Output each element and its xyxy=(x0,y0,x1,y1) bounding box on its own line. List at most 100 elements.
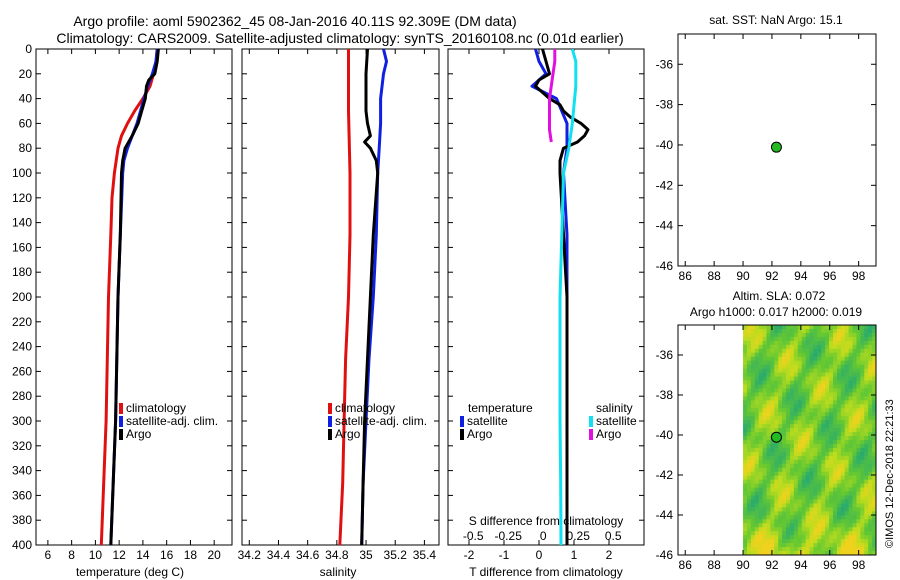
legend-temperature-title: temperature xyxy=(468,401,533,415)
heatmap-cell xyxy=(750,400,756,405)
heatmap-cell xyxy=(750,360,756,366)
heatmap-cell xyxy=(860,451,865,457)
heatmap-cell xyxy=(801,475,807,481)
heatmap-cell xyxy=(844,376,850,382)
heatmap-cell xyxy=(821,535,826,540)
heatmap-cell xyxy=(766,396,771,401)
heatmap-cell xyxy=(829,352,834,358)
heatmap-cell xyxy=(821,483,826,489)
heatmap-cell xyxy=(743,348,748,354)
heatmap-cell xyxy=(743,336,748,342)
heatmap-cell xyxy=(801,380,807,385)
heatmap-cell xyxy=(836,547,842,552)
heatmap-cell xyxy=(864,340,869,346)
heatmap-cell xyxy=(797,503,803,508)
heatmap-cell xyxy=(758,463,764,469)
heatmap-cell xyxy=(770,344,775,350)
heatmap-cell xyxy=(840,443,846,449)
heatmap-cell xyxy=(852,483,857,489)
heatmap-cell xyxy=(872,420,877,425)
heatmap-cell xyxy=(766,384,771,389)
heatmap-cell xyxy=(868,515,873,520)
heatmap-cell xyxy=(860,392,865,397)
heatmap-cell xyxy=(844,360,850,366)
heatmap-cell xyxy=(754,396,760,401)
heatmap-cell xyxy=(754,447,760,453)
heatmap-cell xyxy=(782,499,787,504)
heatmap-cell xyxy=(797,471,803,477)
heatmap-cell xyxy=(868,376,873,382)
heatmap-cell xyxy=(754,332,760,338)
heatmap-cell xyxy=(774,495,779,500)
heatmap-cell xyxy=(821,491,826,497)
s-difference-axis-ticks: -0.5 -0.25 0 0.25 0.5 xyxy=(463,529,622,543)
heatmap-cell xyxy=(856,392,861,397)
heatmap-cell xyxy=(793,384,799,389)
heatmap-cell xyxy=(774,527,779,532)
heatmap-cell xyxy=(743,360,748,366)
heatmap-cell xyxy=(762,495,767,500)
heatmap-cell xyxy=(793,519,799,524)
heatmap-cell xyxy=(844,424,850,429)
heatmap-cell xyxy=(872,340,877,346)
heatmap-cell xyxy=(786,396,791,401)
heatmap-cell xyxy=(832,483,838,489)
heatmap-cell xyxy=(813,396,818,401)
heatmap-cell xyxy=(793,455,799,461)
heatmap-cell xyxy=(786,467,791,473)
x-tick-label: 34.8 xyxy=(325,548,349,562)
heatmap-cell xyxy=(805,543,811,548)
heatmap-cell xyxy=(868,535,873,540)
heatmap-cell xyxy=(848,344,854,350)
heatmap-cell xyxy=(789,384,795,389)
heatmap-cell xyxy=(766,340,771,346)
heatmap-cell xyxy=(754,535,760,540)
heatmap-cell xyxy=(774,479,779,485)
heatmap-cell xyxy=(778,416,783,421)
heatmap-cell xyxy=(758,440,764,445)
heatmap-cell xyxy=(758,408,764,413)
heatmap-cell xyxy=(762,507,767,512)
heatmap-cell xyxy=(813,475,818,481)
heatmap-cell xyxy=(762,376,767,382)
heatmap-cell xyxy=(829,428,834,433)
heatmap-cell xyxy=(797,475,803,481)
heatmap-cell xyxy=(821,443,826,449)
map-y-tick-label: -46 xyxy=(656,259,674,273)
heatmap-cell xyxy=(786,527,791,532)
heatmap-cell xyxy=(758,507,764,512)
heatmap-cell xyxy=(832,519,838,524)
heatmap-cell xyxy=(860,400,865,405)
heatmap-cell xyxy=(793,459,799,465)
heatmap-cell xyxy=(801,551,807,556)
heatmap-cell xyxy=(754,467,760,473)
heatmap-cell xyxy=(840,451,846,457)
heatmap-cell xyxy=(782,503,787,508)
heatmap-cell xyxy=(801,519,807,524)
map-x-tick-label: 92 xyxy=(765,558,779,572)
map-x-tick-label: 98 xyxy=(852,269,866,283)
heatmap-cell xyxy=(774,428,779,433)
heatmap-cell xyxy=(825,352,830,358)
heatmap-cell xyxy=(825,356,830,362)
heatmap-cell xyxy=(789,499,795,504)
heatmap-cell xyxy=(809,384,814,389)
sst-map-title: sat. SST: NaN Argo: 15.1 xyxy=(709,13,843,27)
heatmap-cell xyxy=(801,515,807,520)
heatmap-cell xyxy=(789,495,795,500)
heatmap-cell xyxy=(793,412,799,417)
map-x-tick-label: 92 xyxy=(765,269,779,283)
heatmap-cell xyxy=(864,491,869,497)
heatmap-cell xyxy=(864,455,869,461)
heatmap-cell xyxy=(801,455,807,461)
heatmap-cell xyxy=(848,515,854,520)
heatmap-cell xyxy=(832,499,838,504)
heatmap-cell xyxy=(746,372,752,378)
heatmap-cell xyxy=(813,547,818,552)
heatmap-cell xyxy=(856,344,861,350)
heatmap-cell xyxy=(805,340,811,346)
heatmap-cell xyxy=(868,511,873,516)
heatmap-cell xyxy=(774,412,779,417)
x-tick-label: 34.6 xyxy=(296,548,320,562)
heatmap-cell xyxy=(782,360,787,366)
